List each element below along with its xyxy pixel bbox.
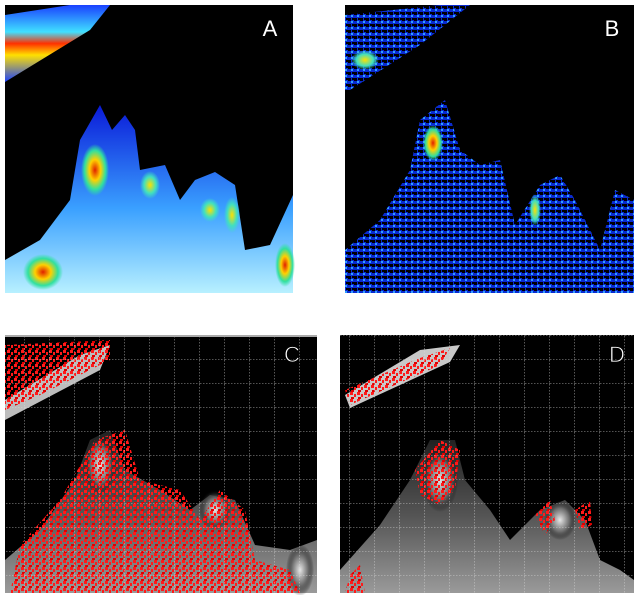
panel-label: D (609, 342, 625, 367)
panel-label: B (605, 16, 620, 41)
panel-b: B (345, 5, 634, 293)
panel-label: A (263, 16, 278, 41)
panel-c: C (5, 335, 317, 595)
panel-label: C (284, 342, 300, 367)
panel-a: A (5, 5, 295, 293)
panel-d: D (340, 335, 634, 593)
